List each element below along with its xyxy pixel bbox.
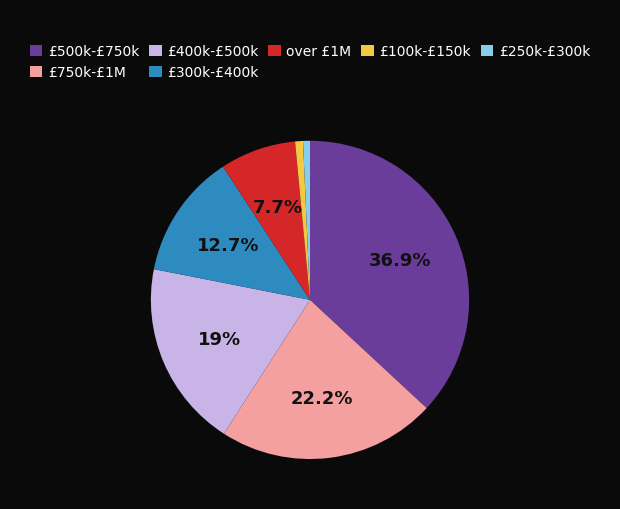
Wedge shape [151, 270, 310, 434]
Text: 7.7%: 7.7% [252, 199, 303, 216]
Text: 22.2%: 22.2% [291, 389, 353, 407]
Text: 19%: 19% [198, 330, 241, 348]
Wedge shape [303, 142, 310, 300]
Wedge shape [295, 142, 310, 300]
Legend: £500k-£750k, £750k-£1M, £400k-£500k, £300k-£400k, over £1M, £100k-£150k, £250k-£: £500k-£750k, £750k-£1M, £400k-£500k, £30… [26, 41, 594, 84]
Wedge shape [310, 142, 469, 408]
Wedge shape [223, 142, 310, 300]
Text: 36.9%: 36.9% [369, 252, 432, 270]
Wedge shape [154, 167, 310, 300]
Wedge shape [224, 300, 427, 459]
Text: 12.7%: 12.7% [197, 236, 260, 254]
